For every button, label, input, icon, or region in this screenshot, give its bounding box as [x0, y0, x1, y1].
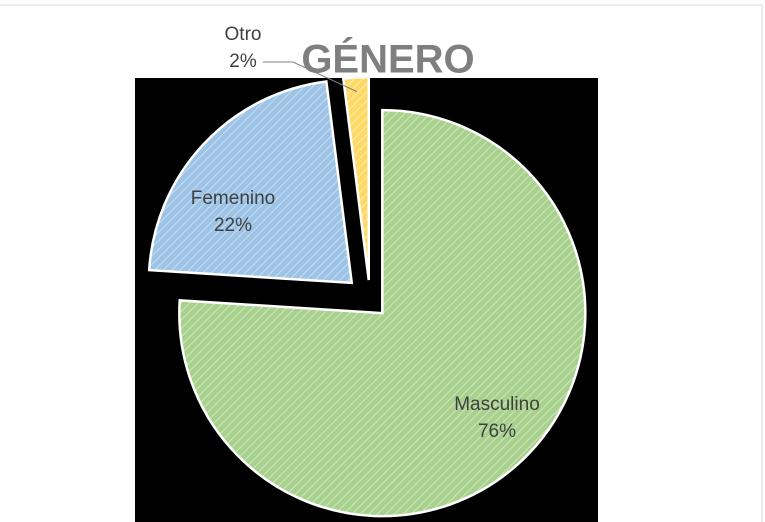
pie-slice — [178, 108, 587, 518]
slice-category-label: Femenino — [191, 188, 276, 209]
slice-category-label: Otro — [225, 24, 262, 45]
slice-value-label: 76% — [478, 421, 516, 442]
chart-title: GÉNERO — [301, 37, 474, 82]
pie-slice — [147, 80, 354, 285]
pie-slice — [341, 75, 370, 281]
slice-value-label: 2% — [229, 51, 257, 72]
slice-category-label: Masculino — [454, 394, 540, 415]
leader-line — [263, 61, 358, 93]
slice-value-label: 22% — [214, 215, 252, 236]
